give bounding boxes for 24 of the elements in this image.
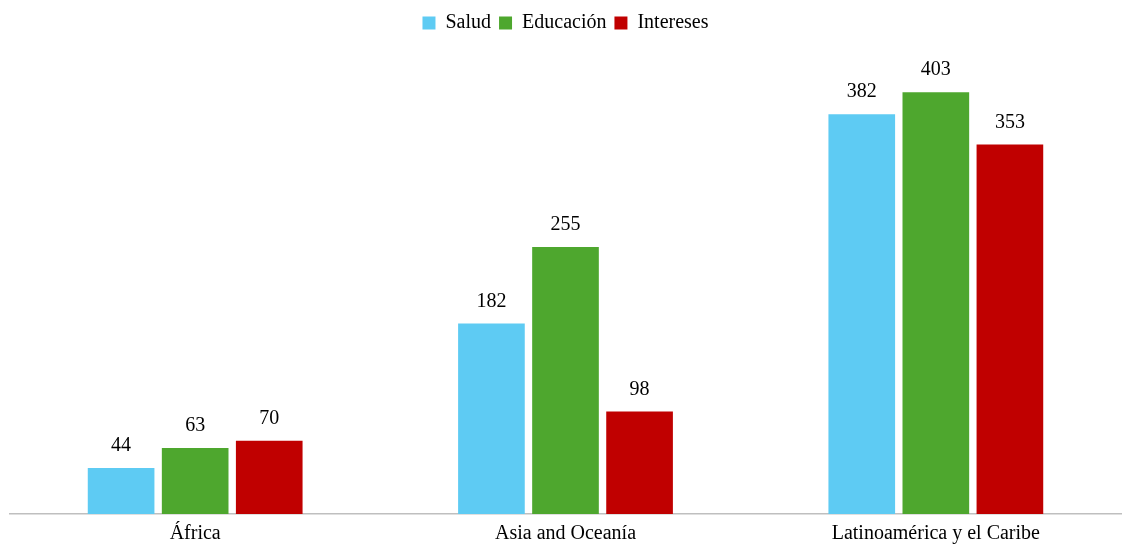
bar: [902, 92, 970, 514]
legend-label: Educación: [522, 10, 607, 33]
bar: [606, 411, 673, 514]
bar: [235, 440, 303, 514]
data-label: 98: [629, 376, 650, 399]
legend-label: Intereses: [637, 10, 709, 33]
legend-label: Salud: [445, 10, 492, 33]
data-label: 63: [185, 413, 206, 436]
bar: [161, 448, 229, 514]
data-label: 70: [259, 405, 280, 428]
data-label: 403: [920, 57, 951, 80]
bar: [976, 144, 1044, 514]
x-tick-label: Latinoamérica y el Caribe: [831, 521, 1041, 545]
data-label: 44: [111, 433, 132, 456]
bar: [458, 323, 525, 514]
data-label: 182: [476, 288, 507, 311]
data-label: 353: [994, 109, 1025, 132]
bar: [532, 247, 599, 514]
bar: [828, 114, 896, 514]
data-label: 255: [550, 212, 581, 235]
bar: [87, 467, 155, 514]
data-label: 382: [846, 79, 877, 102]
x-tick-label: Asia and Oceanía: [494, 521, 637, 544]
x-tick-label: África: [169, 521, 221, 544]
